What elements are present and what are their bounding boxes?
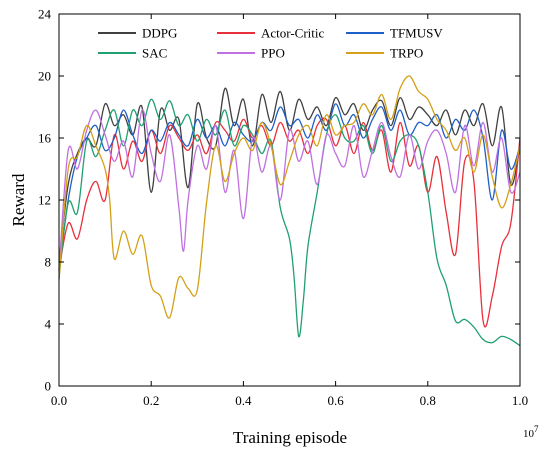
y-tick-label: 16	[38, 131, 52, 146]
legend-label: SAC	[142, 46, 167, 61]
series-line-actor-critic	[58, 117, 521, 328]
series-line-sac	[58, 98, 521, 347]
series-layer	[58, 75, 521, 347]
y-tick-label: 0	[45, 379, 52, 394]
y-tick-label: 4	[45, 317, 52, 332]
legend-label: DDPG	[142, 26, 177, 41]
series-line-tfmusv	[58, 103, 521, 270]
ticks-layer: 0.0 0.2 0.4 0.6 0.8 1.0 0 4 8 12 16 20 24	[38, 7, 528, 409]
x-axis-label: Training episode	[233, 428, 347, 447]
legend-label: Actor-Critic	[261, 26, 325, 41]
x-multiplier-base: 10	[523, 428, 535, 440]
x-tick-label: 0.0	[51, 393, 67, 408]
x-tick-label: 0.4	[235, 393, 252, 408]
x-tick-label: 0.6	[327, 393, 344, 408]
x-tick-label: 0.8	[420, 393, 436, 408]
y-tick-label: 12	[38, 193, 51, 208]
y-tick-label: 8	[45, 255, 52, 270]
legend: DDPG Actor-Critic TFMUSV SAC PPO TRPO	[98, 26, 443, 61]
y-tick-label: 20	[38, 69, 51, 84]
x-tick-label: 1.0	[512, 393, 528, 408]
y-axis-label: Reward	[9, 173, 28, 226]
x-axis-multiplier: 107	[523, 424, 539, 440]
series-line-trpo	[58, 75, 521, 319]
plot-frame	[58, 13, 521, 387]
y-tick-label: 24	[38, 7, 52, 22]
legend-label: TRPO	[390, 46, 423, 61]
x-multiplier-exponent: 7	[534, 424, 539, 434]
x-tick-label: 0.2	[143, 393, 159, 408]
series-line-ppo	[58, 109, 521, 270]
legend-label: PPO	[261, 46, 285, 61]
legend-label: TFMUSV	[390, 26, 443, 41]
